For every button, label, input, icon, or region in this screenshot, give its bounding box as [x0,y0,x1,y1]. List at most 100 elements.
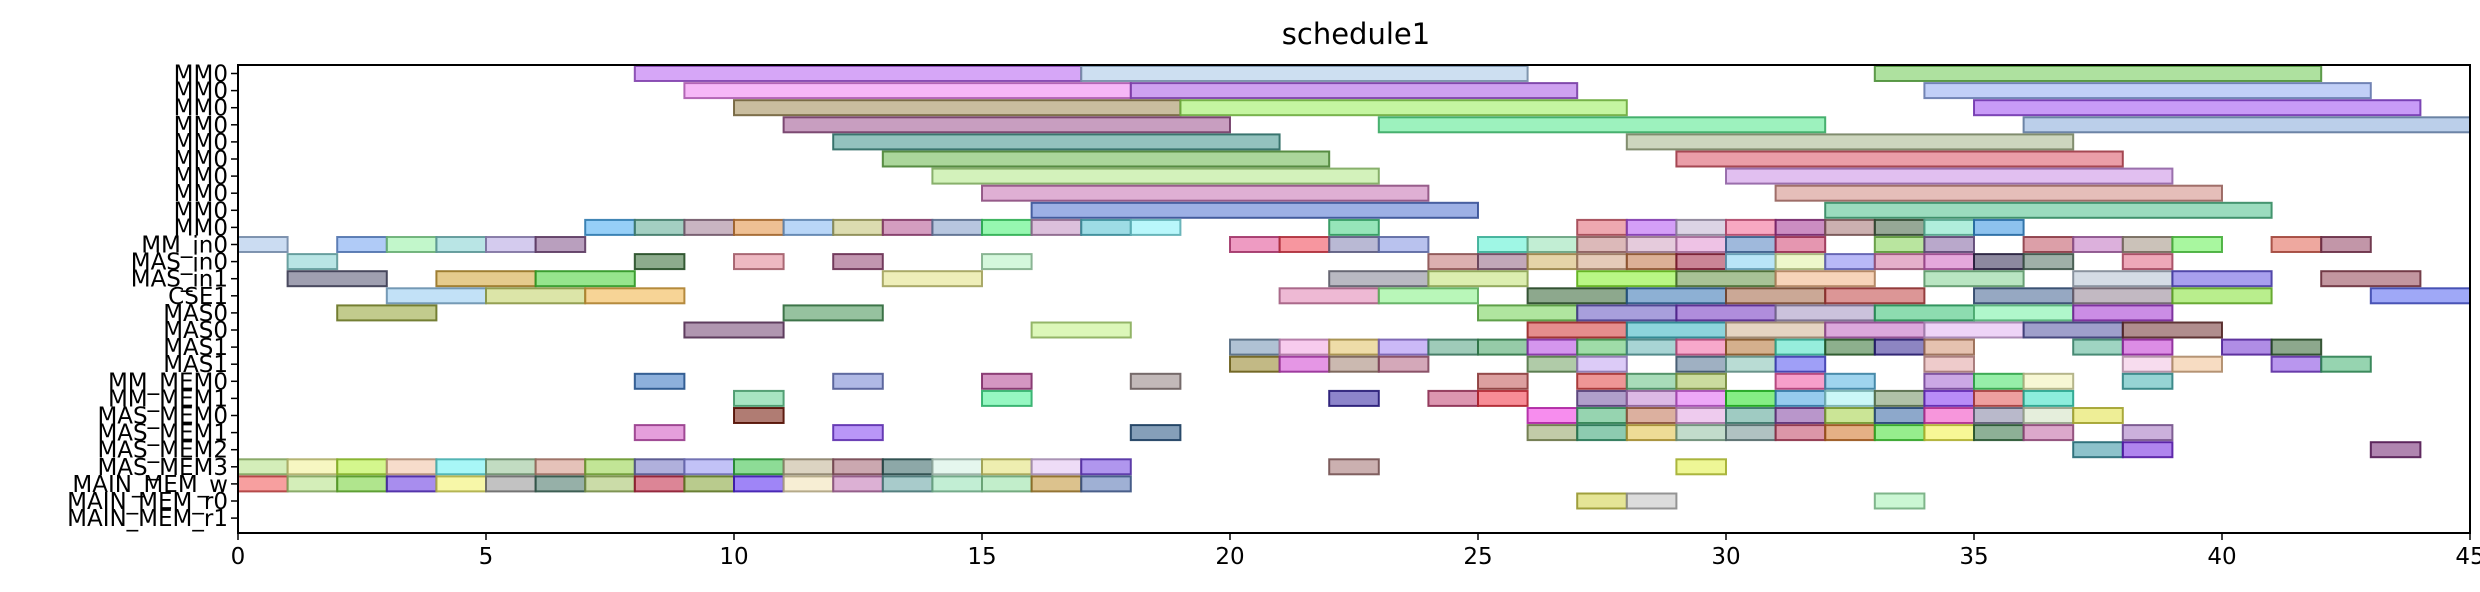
gantt-bar [1725,167,2174,185]
gantt-bar [237,236,289,253]
gantt-bar [881,218,934,236]
gantt-bar [1923,321,2025,339]
gantt-bar [1427,253,1480,271]
gantt-bar [1625,321,1728,339]
gantt-bar [1576,270,1678,288]
gantt-bar [534,236,587,253]
gantt-bar [2072,304,2174,322]
gantt-bar [881,475,934,493]
gantt-bar [1675,253,1728,271]
y-tick-label: MAIN_MEM_w [72,472,228,498]
y-tick-label: MM0 [174,215,228,241]
gantt-bar [1774,389,1827,407]
gantt-bar [1824,389,1876,407]
gantt-bar [485,236,537,253]
gantt-bar [981,475,1033,493]
gantt-bar [2121,372,2174,390]
gantt-bar [683,458,736,476]
gantt-bar [633,253,686,271]
gantt-bar [1774,424,1827,442]
gantt-bar [1625,389,1678,407]
gantt-bar [1774,184,2223,202]
gantt-bar [485,475,537,493]
gantt-bar [1675,424,1728,442]
gantt-bar [881,270,983,288]
y-tick-label: MM_MEM1 [108,386,228,412]
gantt-bar [2121,441,2174,459]
gantt-bar [584,287,686,305]
gantt-bar [1377,287,1480,305]
gantt-bar [2072,407,2124,424]
gantt-bar [633,372,686,390]
gantt-bar [1774,304,1876,322]
gantt-bar [534,475,587,493]
gantt-bar [733,99,1182,117]
gantt-bar [1973,218,2025,236]
gantt-bar [683,475,736,493]
gantt-bar [782,218,835,236]
y-tick-label: MAS_MEM2 [97,438,228,464]
y-tick-label: MM0 [174,164,228,190]
gantt-bar [1675,407,1728,424]
gantt-bar [1576,218,1628,236]
gantt-bar [1030,201,1479,219]
gantt-bar [2221,338,2273,356]
gantt-bar [1873,424,1926,442]
gantt-bar [1526,236,1579,253]
gantt-bar [1675,458,1728,476]
gantt-bar [1625,236,1678,253]
y-tick-label: MAS0 [163,301,228,327]
gantt-bar [782,475,835,493]
gantt-bar [832,253,884,271]
gantt-bar [2121,424,2174,442]
gantt-bar [1973,389,2025,407]
gantt-bar [931,475,984,493]
gantt-bar [1973,253,2025,271]
gantt-bar [1625,218,1678,236]
gantt-bar [2320,355,2372,373]
gantt-bar [2121,355,2174,373]
gantt-bar [1030,218,1083,236]
gantt-bar [981,372,1033,390]
gantt-bar [1873,253,1926,271]
gantt-bar [534,270,636,288]
gantt-bar [1278,338,1331,356]
gantt-bar [1030,321,1132,339]
gantt-bar [1328,338,1380,356]
gantt-bar [1278,355,1331,373]
gantt-bar [981,184,1430,202]
gantt-bar [683,321,785,339]
gantt-bar [1923,407,1976,424]
y-tick-label: MAS_MEM3 [97,455,228,481]
gantt-bar [1675,150,2124,168]
gantt-bar [1080,65,1529,82]
gantt-bar [1080,458,1132,476]
gantt-bar [1576,492,1628,510]
gantt-bar [1625,407,1678,424]
gantt-bar [1824,424,1876,442]
gantt-bar [1873,218,1926,236]
gantt-bar [1526,287,1628,305]
gantt-bar [2121,338,2174,356]
gantt-bar [733,389,785,407]
gantt-bar [336,475,388,493]
gantt-bar [1229,355,1281,373]
x-tick-label: 0 [231,544,246,570]
gantt-bar [336,304,438,322]
gantt-bar [584,218,636,236]
gantt-bar [1923,355,1976,373]
gantt-bar [633,218,686,236]
gantt-bar [1229,236,1281,253]
gantt-bar [2171,236,2223,253]
gantt-bar [2022,236,2075,253]
gantt-bar [2022,253,2075,271]
gantt-bar [683,218,736,236]
gantt-bar [2121,236,2174,253]
gantt-bar [1873,338,1926,356]
gantt-bar [1377,355,1430,373]
gantt-bar [2072,236,2124,253]
gantt-bar [1923,82,2372,100]
gantt-bar [435,458,487,476]
gantt-bar [1625,424,1678,442]
gantt-bar [435,475,487,493]
